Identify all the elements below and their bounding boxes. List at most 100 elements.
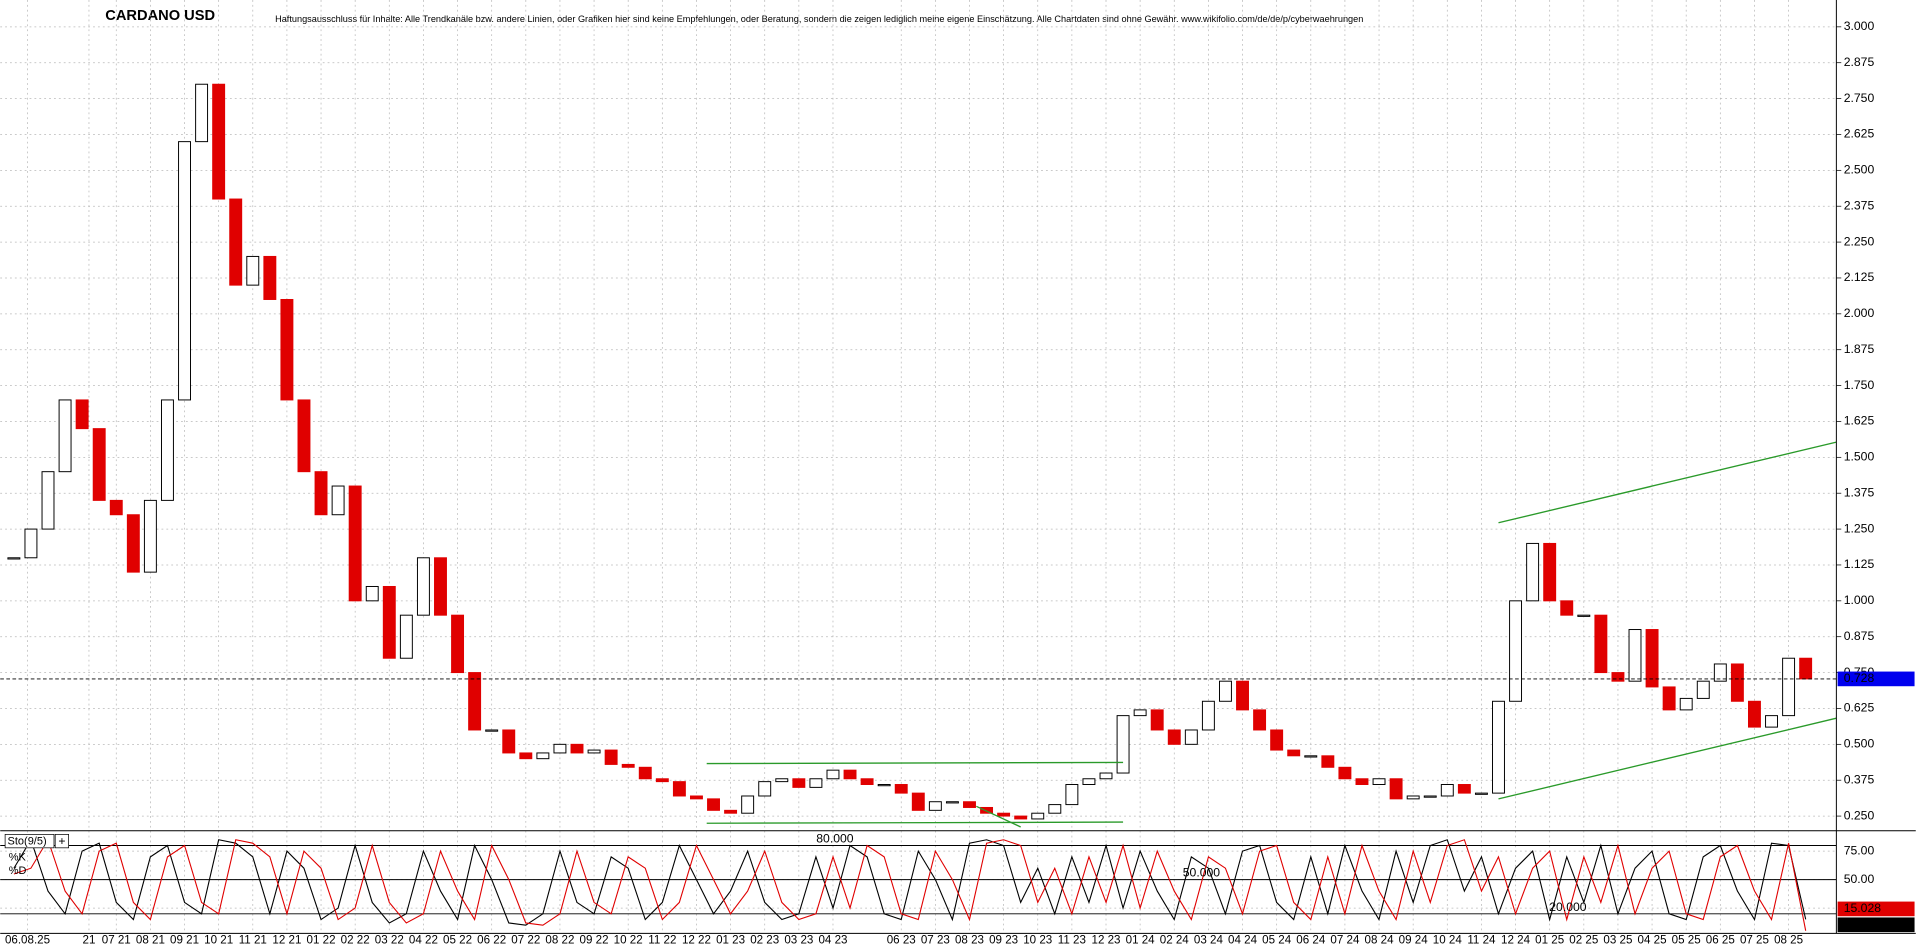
candle	[741, 795, 755, 814]
candle	[246, 255, 260, 286]
candle	[1236, 680, 1249, 711]
x-tick-label: 01 23	[716, 934, 745, 947]
candle	[1713, 663, 1727, 682]
candle	[655, 778, 669, 783]
trendline	[976, 805, 1021, 828]
candle	[911, 792, 925, 811]
y-tick-label: 3.000	[1844, 19, 1875, 33]
y-tick-label: 1.875	[1844, 342, 1875, 356]
candle	[331, 485, 345, 516]
x-tick-label: 08 22	[545, 934, 574, 947]
x-tick-label: 04 22	[409, 934, 438, 947]
candle	[109, 499, 123, 516]
x-tick-label: 12 21	[272, 934, 301, 947]
y-tick-label: 1.000	[1844, 593, 1875, 607]
candle	[1184, 729, 1198, 745]
y-tick-label: 1.750	[1844, 378, 1875, 392]
x-tick-label: 10 24	[1433, 934, 1463, 947]
candle	[672, 781, 686, 797]
candle	[1492, 700, 1505, 794]
candle	[41, 471, 55, 530]
candle	[1406, 795, 1420, 800]
stoch-line	[13, 838, 1807, 931]
candle	[1560, 600, 1574, 616]
candle	[212, 83, 226, 200]
candle	[604, 749, 618, 765]
x-tick-label: 03 24	[1194, 934, 1224, 947]
x-tick-label: 01 25	[1535, 934, 1564, 947]
candle	[1270, 729, 1284, 751]
y-tick-label: 2.750	[1844, 91, 1875, 105]
x-tick-label: 03 25	[1603, 934, 1632, 947]
candle	[1526, 542, 1540, 602]
y-tick-label: 1.250	[1844, 521, 1875, 535]
candle	[126, 514, 140, 573]
x-tick-label: 07 22	[511, 934, 540, 947]
candle	[1355, 778, 1369, 785]
x-tick-label: 12 23	[1091, 934, 1120, 947]
candle	[1218, 680, 1232, 702]
stoch-tick-label: 75.00	[1844, 843, 1875, 857]
x-tick-label: 10 21	[204, 934, 233, 947]
candle	[314, 471, 328, 516]
last-value-box	[1837, 917, 1915, 933]
trendline	[1498, 717, 1837, 800]
y-tick-label: 1.375	[1844, 485, 1875, 499]
candle	[724, 809, 738, 814]
x-tick-label: 06.08.25	[5, 934, 50, 947]
stoch-level-label: 50.000	[1183, 866, 1221, 880]
candle	[143, 499, 157, 573]
candle	[638, 766, 652, 780]
candle	[382, 585, 396, 659]
candle	[1116, 715, 1130, 774]
indicator-box[interactable]	[4, 834, 55, 849]
stoch-level-label: 20.000	[1549, 900, 1587, 914]
y-tick-label: 0.375	[1844, 772, 1875, 786]
candle	[365, 585, 379, 602]
candle	[92, 428, 106, 501]
candle	[963, 801, 976, 808]
candle	[1304, 755, 1318, 758]
x-tick-label: 07 23	[921, 934, 950, 947]
candle	[1474, 792, 1488, 795]
x-tick-label: 09 23	[989, 934, 1018, 947]
candle	[1389, 778, 1403, 800]
x-tick-label: 11 22	[648, 934, 676, 947]
x-tick-label: 09 22	[580, 934, 609, 947]
x-tick-label: 02 24	[1160, 934, 1190, 947]
x-tick-label: 06 25	[1706, 934, 1735, 947]
candle	[775, 778, 789, 783]
candle	[1679, 697, 1693, 711]
candle	[1594, 614, 1608, 674]
x-tick-label: 12 24	[1501, 934, 1531, 947]
x-tick-label: 01 24	[1126, 934, 1156, 947]
stoch-level-label: 80.000	[816, 832, 854, 846]
candle	[1440, 784, 1454, 797]
indicator-button-icon: +	[58, 834, 65, 848]
x-tick-label: 07 24	[1330, 934, 1360, 947]
stoch-line	[13, 838, 1807, 926]
candle	[229, 198, 243, 286]
candle	[1509, 600, 1523, 702]
candle	[1457, 784, 1471, 794]
candle	[1765, 715, 1778, 728]
candle	[1696, 680, 1710, 699]
x-tick-label: 08 24	[1365, 934, 1395, 947]
candle	[1287, 749, 1301, 757]
x-tick-label: 06 22	[477, 934, 506, 947]
candle	[160, 399, 174, 501]
candle	[1048, 804, 1062, 814]
indicator-button[interactable]	[54, 834, 70, 849]
disclaimer: Haftungsausschluss für Inhalte: Alle Tre…	[275, 14, 1363, 24]
candle	[7, 557, 21, 560]
x-tick-label: 05 24	[1262, 934, 1292, 947]
candle	[1150, 709, 1164, 731]
x-tick-label: 07 25	[1740, 934, 1769, 947]
y-tick-label: 2.000	[1844, 306, 1875, 320]
y-tick-label: 0.625	[1844, 701, 1875, 715]
trendline	[706, 761, 1124, 765]
x-tick-label: 03 22	[375, 934, 404, 947]
candle	[195, 83, 209, 143]
